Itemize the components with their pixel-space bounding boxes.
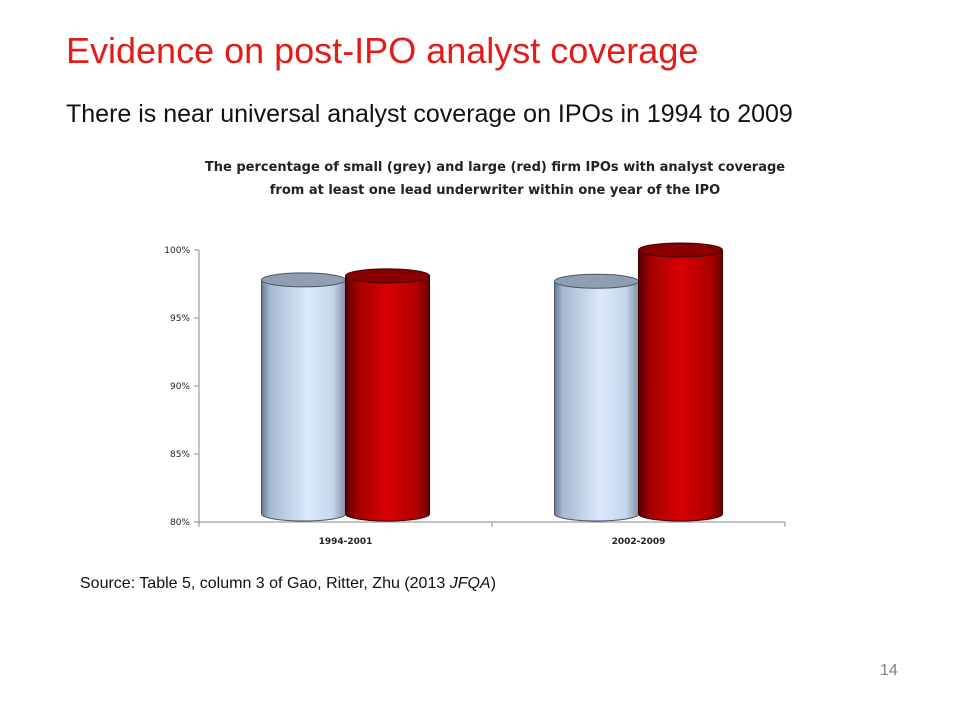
- bar-2002-2009-0: [554, 273, 639, 522]
- source-suffix: ): [490, 575, 496, 592]
- slide-subtitle: There is near universal analyst coverage…: [66, 100, 793, 128]
- source-prefix: Source: Table 5, column 3 of Gao, Ritter…: [80, 575, 450, 592]
- chart-axes: [194, 249, 786, 527]
- bar-1994-2001-1: [345, 268, 430, 522]
- y-tick-label: 90%: [170, 382, 190, 392]
- bar-top: [345, 268, 430, 284]
- bar-1994-2001-0: [261, 272, 346, 522]
- bar-2002-2009-1: [638, 242, 723, 522]
- page-number: 14: [880, 662, 898, 679]
- x-category-label: 1994-2001: [319, 537, 373, 547]
- slide-title: Evidence on post-IPO analyst coverage: [66, 30, 699, 71]
- y-tick-label: 80%: [170, 518, 190, 528]
- bar-top: [638, 242, 723, 258]
- source-citation: Source: Table 5, column 3 of Gao, Ritter…: [80, 575, 496, 593]
- chart-title: The percentage of small (grey) and large…: [204, 160, 786, 198]
- x-category-label: 2002-2009: [612, 537, 666, 547]
- bar-body: [554, 280, 639, 522]
- y-tick-label: 95%: [170, 314, 190, 324]
- chart-labels: 80% 85% 90% 95% 100% 1994-2001 2002-2009: [164, 246, 665, 547]
- chart-bars: [261, 242, 723, 522]
- bar-body: [345, 275, 430, 522]
- bar-body: [261, 279, 346, 522]
- y-tick-label: 85%: [170, 450, 190, 460]
- bar-top: [261, 272, 346, 288]
- y-tick-label: 100%: [164, 246, 190, 256]
- bar-top: [554, 273, 639, 289]
- bar-body: [638, 249, 723, 522]
- source-journal: JFQA: [449, 575, 491, 592]
